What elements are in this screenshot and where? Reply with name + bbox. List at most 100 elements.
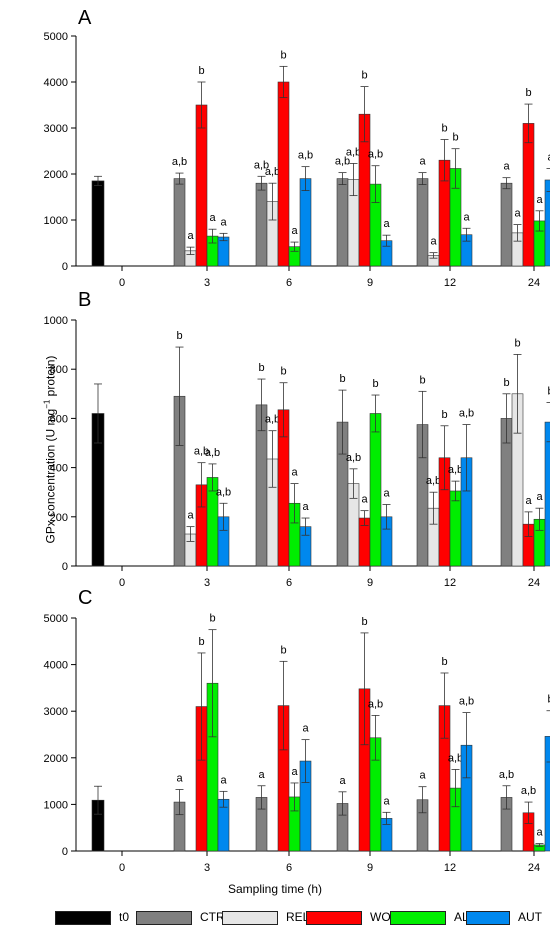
legend-swatch-aut [466, 911, 510, 925]
panel-b-ytick-label: 1000 [44, 315, 68, 327]
bar-a-ctr-9 [336, 178, 349, 267]
bar-b-ctr-6-letter: b [258, 362, 264, 374]
bar-b-ctr-24-letter: b [503, 377, 509, 389]
bar-a-ctr-24-letter: a [503, 161, 510, 173]
bar-a-rel-6-letter: a,b [265, 166, 280, 178]
panel-b-ytick-label: 600 [50, 413, 68, 425]
panel-c-ytick-label: 4000 [44, 660, 68, 672]
bar-b-rel-6-letter: a,b [265, 414, 280, 426]
bar-b-aut-12-letter: a,b [459, 408, 474, 420]
bar-b-ctr-12-letter: b [419, 374, 425, 386]
bar-c-aut-3-letter: a [220, 774, 227, 786]
bar-a-aut-6-letter: a,b [298, 150, 313, 162]
bar-a-rel-12-letter: a [430, 236, 437, 248]
panel-a-xtick-label: 0 [119, 277, 125, 289]
bar-a-ctr-3-letter: a,b [172, 156, 187, 168]
legend-swatch-t0 [55, 911, 111, 925]
panel-a-ytick-label: 1000 [44, 215, 68, 227]
panel-c-xtick-label: 9 [367, 862, 373, 874]
bar-c-all-12-letter: a,b [448, 752, 463, 764]
bar-b-aut-24 [544, 421, 550, 567]
bar-c-wou-6-letter: b [280, 644, 286, 656]
bar-b-ctr-9-letter: b [339, 373, 345, 385]
legend-label-ctr: CTR [200, 910, 225, 924]
bar-b-rel-9-letter: a,b [346, 452, 361, 464]
bar-b-rel-3-letter: a [187, 510, 194, 522]
panel-c-xtick-label: 3 [204, 862, 210, 874]
bar-a-rel-3-letter: a [187, 230, 194, 242]
panel-b-xtick-label: 12 [444, 577, 456, 589]
bar-a-all-24-letter: a [536, 194, 543, 206]
bar-b-all-6-letter: a [291, 467, 298, 479]
bar-a-wou-3 [195, 104, 208, 267]
panel-a-label: A [78, 7, 92, 29]
legend-label-aut: AUT [518, 910, 542, 924]
legend-label-rel: REL [286, 910, 310, 924]
y-axis-label: GPx concentration (U mg−1 protein) [43, 356, 58, 544]
panel-a-xtick-label: 6 [286, 277, 292, 289]
bar-b-wou-12-letter: b [441, 409, 447, 421]
legend-label-t0: t0 [119, 910, 130, 924]
bar-a-all-9-letter: a,b [368, 149, 383, 161]
bar-c-ctr-12-letter: a [419, 770, 426, 782]
bar-b-wou-3-letter: a,b [194, 446, 209, 458]
panel-a-ytick-label: 5000 [44, 31, 68, 43]
bar-b-all-9-letter: b [372, 378, 378, 390]
panel-b-xtick-label: 3 [204, 577, 210, 589]
bar-c-ctr-3-letter: a [176, 772, 183, 784]
panel-b-ytick-label: 0 [62, 561, 68, 573]
bar-b-all-24-letter: a [536, 491, 543, 503]
bar-c-all-3-letter: b [209, 613, 215, 625]
bar-a-ctr-3 [173, 178, 186, 267]
bar-c-all-24-letter: a [536, 827, 543, 839]
bar-a-all-12-letter: b [452, 132, 458, 144]
bar-a-aut-24 [544, 179, 550, 267]
bar-c-aut-9-letter: a [383, 795, 390, 807]
bar-a-ctr-6 [255, 182, 268, 267]
bar-c-wou-9-letter: b [361, 616, 367, 628]
bar-b-aut-3-letter: a,b [216, 486, 231, 498]
legend: t0 CTR REL WOU ALL AUT [0, 906, 550, 930]
x-axis-label: Sampling time (h) [227, 882, 323, 896]
panel-a-ytick-label: 2000 [44, 169, 68, 181]
bar-a-aut-3 [217, 236, 230, 267]
bar-a-aut-12-letter: a [463, 211, 470, 223]
panel-c-ytick-label: 0 [62, 846, 68, 858]
bar-c-all-9-letter: a,b [368, 698, 383, 710]
panel-b-ytick-label: 400 [50, 463, 68, 475]
panel-c-ytick-label: 2000 [44, 753, 68, 765]
bar-a-wou-3-letter: b [198, 65, 204, 77]
legend-swatch-ctr [136, 911, 192, 925]
legend-swatch-all [390, 911, 446, 925]
panel-b-label: B [78, 289, 91, 311]
panel-c-ytick-label: 3000 [44, 706, 68, 718]
panel-c-xtick-label: 24 [528, 862, 540, 874]
bar-b-wou-24-letter: a [525, 495, 532, 507]
y-axis-label-main: GPx concentration (U mg [43, 408, 58, 544]
bar-a-ctr-12 [416, 178, 429, 267]
bar-a-wou-9-letter: b [361, 70, 367, 82]
bar-a-wou-12-letter: b [441, 123, 447, 135]
bar-b-rel-12-letter: a,b [426, 475, 441, 487]
panel-a-xtick-label: 9 [367, 277, 373, 289]
bar-b-aut-6-letter: a [302, 501, 309, 513]
panel-c-xtick-label: 6 [286, 862, 292, 874]
panel-a-xtick-label: 24 [528, 277, 540, 289]
bar-c-all-6-letter: a [291, 766, 298, 778]
bar-a-wou-6 [277, 81, 290, 267]
bar-c-aut-24-letter: b [547, 694, 550, 706]
panel-c-xtick-label: 0 [119, 862, 125, 874]
bar-b-ctr-3-letter: b [176, 330, 182, 342]
bar-a-wou-24 [522, 123, 535, 267]
bar-c-ctr-6-letter: a [258, 769, 265, 781]
panel-a-ytick-label: 3000 [44, 123, 68, 135]
panel-b-xtick-label: 9 [367, 577, 373, 589]
bar-a-t0-0 [91, 180, 105, 267]
bar-b-all-12 [449, 490, 462, 567]
panel-a-ytick-label: 0 [62, 261, 68, 273]
bar-a-wou-6-letter: b [280, 49, 286, 61]
panel-a-xtick-label: 12 [444, 277, 456, 289]
bar-a-rel-9-letter: a,b [346, 146, 361, 158]
bar-c-wou-12-letter: b [441, 656, 447, 668]
